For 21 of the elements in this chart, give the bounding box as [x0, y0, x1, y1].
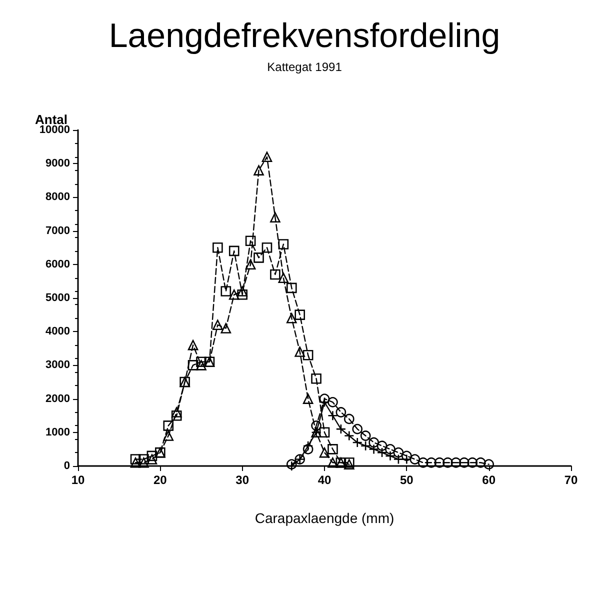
- y-tick-label: 3000: [46, 359, 70, 372]
- x-tick-label: 40: [318, 473, 332, 487]
- y-tick-label: 0: [64, 460, 70, 472]
- y-tick-label: 9000: [46, 158, 70, 170]
- y-tick-label: 8000: [46, 191, 70, 204]
- y-tick-label: 5000: [46, 292, 70, 304]
- x-axis-title: Carapaxlaengde (mm): [254, 510, 394, 526]
- chart-subtitle: Kattegat 1991: [267, 60, 342, 74]
- y-tick-label: 1000: [46, 426, 70, 438]
- y-tick-label: 7000: [46, 224, 70, 237]
- x-tick-label: 20: [153, 473, 168, 487]
- x-tick-label: 10: [71, 473, 85, 487]
- y-tick-label: 4000: [46, 326, 70, 338]
- chart-title: Laengdefrekvensfordeling: [108, 17, 500, 55]
- y-tick-label: 10000: [39, 124, 70, 136]
- y-tick-label: 2000: [46, 392, 70, 405]
- y-tick-label: 6000: [46, 258, 70, 270]
- x-tick-label: 60: [482, 473, 496, 487]
- x-tick-label: 70: [564, 473, 578, 487]
- x-tick-label: 30: [236, 473, 250, 487]
- x-tick-label: 50: [400, 473, 414, 487]
